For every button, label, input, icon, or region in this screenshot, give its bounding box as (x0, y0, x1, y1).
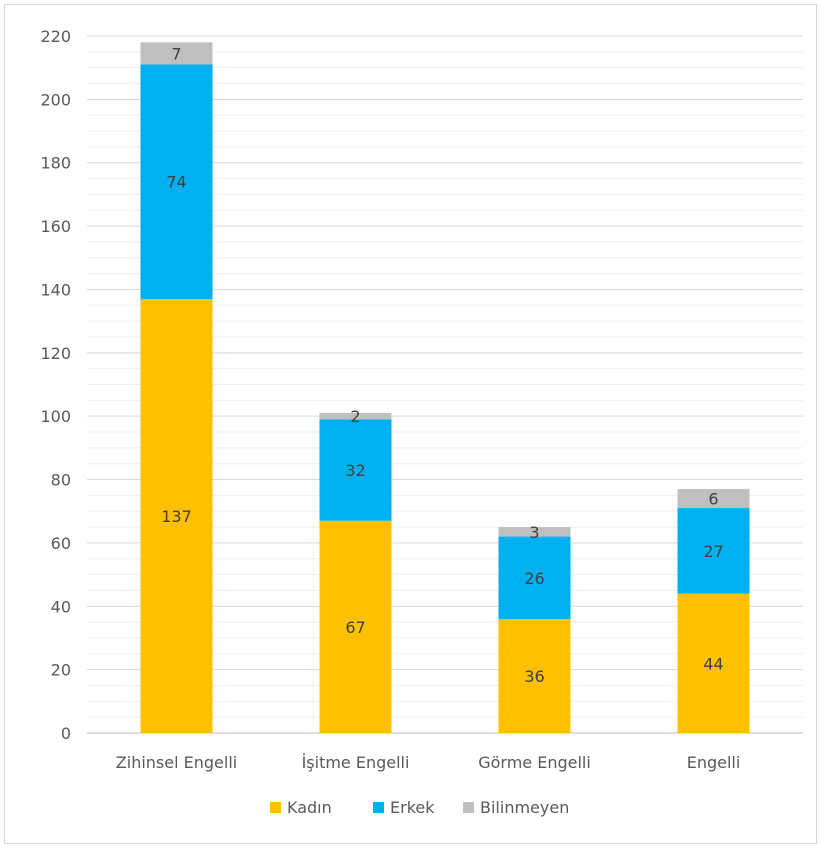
y-tick-label: 60 (51, 534, 71, 553)
y-tick-label: 20 (51, 661, 71, 680)
x-category-label: Görme Engelli (478, 753, 591, 772)
y-tick-label: 0 (61, 724, 71, 743)
data-label-bilinmeyen: 3 (529, 523, 539, 542)
legend-item-kadın: Kadın (270, 798, 332, 817)
bar-bilinmeyen-0 (140, 42, 213, 65)
data-label-erkek: 26 (524, 569, 544, 588)
bar-erkek-0 (140, 64, 213, 299)
y-tick-label: 160 (40, 217, 71, 236)
x-axis: Zihinsel Engelli İşitme Engelli Görme Enge… (116, 753, 741, 772)
legend: Kadın Erkek Bilinmeyen (270, 798, 569, 817)
legend-label: Kadın (287, 798, 332, 817)
y-tick-label: 100 (40, 407, 71, 426)
data-label-erkek: 74 (166, 173, 186, 192)
legend-item-erkek: Erkek (373, 798, 435, 817)
x-category-label: Zihinsel Engelli (116, 753, 237, 772)
data-labels: 137 74 7 67 32 2 36 26 3 44 27 6 (161, 44, 723, 686)
legend-item-bilinmeyen: Bilinmeyen (463, 798, 569, 817)
bar-kadın-0 (140, 298, 213, 733)
legend-swatch (463, 802, 474, 813)
data-label-bilinmeyen: 6 (708, 490, 718, 509)
bar-erkek-2 (498, 536, 571, 619)
bar-bilinmeyen-2 (498, 527, 571, 537)
data-label-kadın: 36 (524, 667, 544, 686)
y-tick-label: 180 (40, 154, 71, 173)
y-tick-label: 140 (40, 280, 71, 299)
y-tick-label: 200 (40, 90, 71, 109)
legend-label: Bilinmeyen (480, 798, 569, 817)
x-category-label: İşitme Engelli (302, 753, 410, 772)
bar-kadın-1 (319, 520, 392, 733)
y-tick-label: 80 (51, 471, 71, 490)
bar-erkek-3 (677, 508, 750, 594)
bar-bilinmeyen-1 (319, 413, 392, 420)
bar-kadın-2 (498, 618, 571, 733)
bar-kadın-3 (677, 593, 750, 733)
data-label-erkek: 32 (345, 461, 365, 480)
legend-label: Erkek (390, 798, 435, 817)
data-label-erkek: 27 (703, 542, 723, 561)
bar-bilinmeyen-3 (677, 489, 750, 509)
y-tick-label: 40 (51, 597, 71, 616)
bar-erkek-1 (319, 419, 392, 521)
legend-swatch (373, 802, 384, 813)
stacked-bar-chart: 0 20 40 60 80 100 120 140 160 180 200 220 137 74 7 67 3… (40, 27, 803, 817)
data-label-bilinmeyen: 2 (350, 407, 360, 426)
chart-frame: 0 20 40 60 80 100 120 140 160 180 200 220 137 74 7 67 3… (4, 4, 817, 844)
y-tick-label: 220 (40, 27, 71, 46)
data-label-kadın: 67 (345, 618, 365, 637)
bars (140, 42, 750, 733)
data-label-bilinmeyen: 7 (171, 44, 181, 63)
legend-swatch (270, 802, 281, 813)
y-tick-label: 120 (40, 344, 71, 363)
y-axis: 0 20 40 60 80 100 120 140 160 180 200 220 (40, 27, 71, 743)
x-category-label: Engelli (687, 753, 741, 772)
data-label-kadın: 44 (703, 654, 723, 673)
data-label-kadın: 137 (161, 507, 192, 526)
